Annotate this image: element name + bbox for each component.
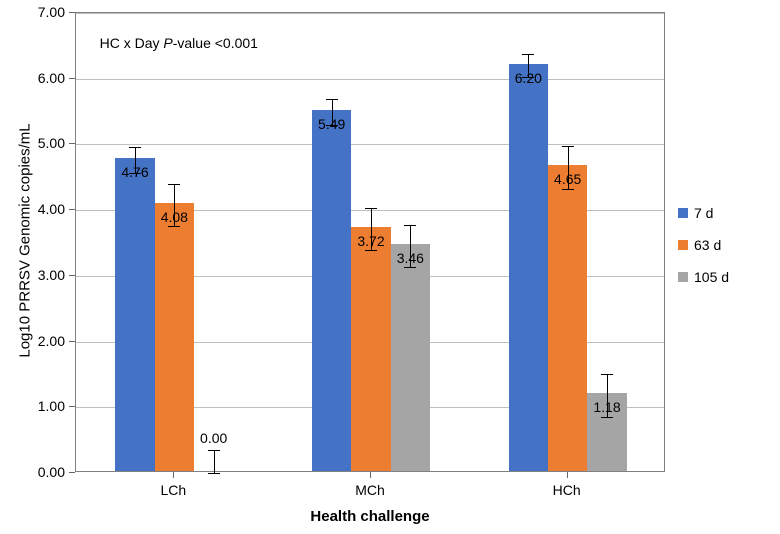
error-cap bbox=[522, 54, 534, 55]
legend-swatch bbox=[678, 272, 688, 282]
bar bbox=[155, 203, 194, 471]
legend-label: 63 d bbox=[694, 237, 721, 253]
x-axis-title: Health challenge bbox=[75, 508, 665, 525]
error-cap bbox=[129, 147, 141, 148]
gridline bbox=[76, 13, 664, 14]
y-tick-label: 1.00 bbox=[0, 398, 65, 414]
annotation-text: HC x Day P-value <0.001 bbox=[100, 35, 258, 51]
plot-area: 4.76 4.08 0.00 5.49 3.72 3.46 6.20 4.65 1.18 HC x… bbox=[75, 12, 665, 472]
bar-value-label: 4.08 bbox=[161, 209, 188, 225]
bar-value-label: 4.76 bbox=[121, 164, 148, 180]
legend-label: 7 d bbox=[694, 205, 713, 221]
bar bbox=[509, 64, 548, 471]
y-tick-mark bbox=[69, 78, 75, 79]
y-tick-label: 4.00 bbox=[0, 201, 65, 217]
error-cap bbox=[168, 184, 180, 185]
x-tick-label: MCh bbox=[355, 482, 385, 498]
error-cap bbox=[365, 250, 377, 251]
gridline bbox=[76, 79, 664, 80]
bar-value-label: 3.72 bbox=[357, 233, 384, 249]
y-tick-mark bbox=[69, 275, 75, 276]
bar-value-label: 1.18 bbox=[593, 399, 620, 415]
y-tick-mark bbox=[69, 472, 75, 473]
y-tick-mark bbox=[69, 209, 75, 210]
y-tick-label: 2.00 bbox=[0, 333, 65, 349]
bar bbox=[548, 165, 587, 471]
y-tick-label: 6.00 bbox=[0, 70, 65, 86]
y-tick-mark bbox=[69, 406, 75, 407]
error-bar bbox=[214, 450, 215, 473]
legend-swatch bbox=[678, 208, 688, 218]
error-cap bbox=[562, 146, 574, 147]
legend-label: 105 d bbox=[694, 269, 729, 285]
y-tick-mark bbox=[69, 143, 75, 144]
error-cap bbox=[601, 374, 613, 375]
legend-item: 7 d bbox=[678, 205, 729, 221]
x-tick-mark bbox=[370, 472, 371, 478]
bar bbox=[351, 227, 390, 471]
bar-value-label: 3.46 bbox=[397, 250, 424, 266]
x-tick-mark bbox=[567, 472, 568, 478]
error-cap bbox=[562, 189, 574, 190]
error-cap bbox=[208, 450, 220, 451]
error-cap bbox=[326, 99, 338, 100]
error-cap bbox=[404, 267, 416, 268]
error-cap bbox=[365, 208, 377, 209]
bar bbox=[312, 110, 351, 471]
legend: 7 d 63 d 105 d bbox=[678, 205, 729, 301]
y-tick-mark bbox=[69, 341, 75, 342]
bar-value-label: 6.20 bbox=[515, 70, 542, 86]
y-tick-label: 7.00 bbox=[0, 4, 65, 20]
bar-value-label: 0.00 bbox=[200, 430, 227, 446]
y-axis-title: Log10 PRRSV Genomic copies/mL bbox=[17, 121, 34, 361]
y-tick-label: 0.00 bbox=[0, 464, 65, 480]
chart-container: 4.76 4.08 0.00 5.49 3.72 3.46 6.20 4.65 1.18 HC x… bbox=[0, 0, 780, 534]
bar-value-label: 4.65 bbox=[554, 171, 581, 187]
x-tick-mark bbox=[173, 472, 174, 478]
x-tick-label: LCh bbox=[160, 482, 186, 498]
bar-value-label: 5.49 bbox=[318, 116, 345, 132]
y-tick-label: 3.00 bbox=[0, 267, 65, 283]
legend-item: 63 d bbox=[678, 237, 729, 253]
error-cap bbox=[208, 473, 220, 474]
error-cap bbox=[404, 225, 416, 226]
x-tick-label: HCh bbox=[553, 482, 581, 498]
bar bbox=[391, 244, 430, 471]
bar bbox=[115, 158, 154, 471]
legend-item: 105 d bbox=[678, 269, 729, 285]
legend-swatch bbox=[678, 240, 688, 250]
error-cap bbox=[168, 226, 180, 227]
gridline bbox=[76, 144, 664, 145]
y-tick-label: 5.00 bbox=[0, 135, 65, 151]
error-cap bbox=[601, 417, 613, 418]
y-tick-mark bbox=[69, 12, 75, 13]
